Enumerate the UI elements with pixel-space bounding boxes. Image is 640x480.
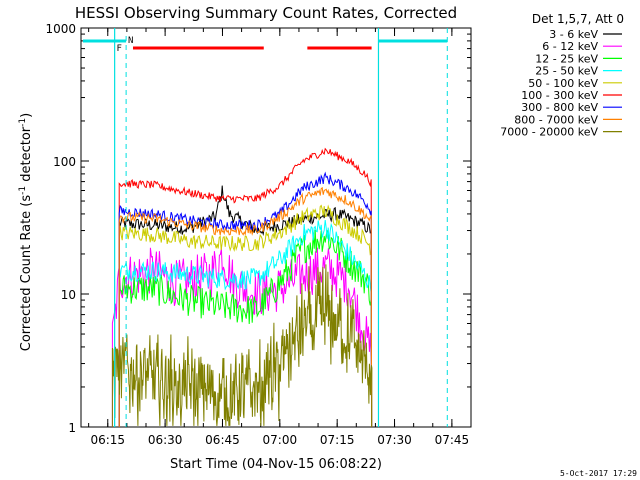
series-line bbox=[118, 220, 373, 428]
plot-frame bbox=[80, 27, 472, 428]
y-tick-label: 1000 bbox=[45, 22, 76, 36]
series-line bbox=[118, 204, 373, 428]
attenuator-flags: FN bbox=[83, 28, 448, 427]
y-tick-label: 10 bbox=[61, 288, 76, 302]
legend-entry-label: 7000 - 20000 keV bbox=[500, 126, 598, 139]
plot-timestamp: 5-Oct-2017 17:29 bbox=[560, 469, 637, 478]
x-tick-label: 06:30 bbox=[148, 433, 183, 447]
legend-title: Det 1,5,7, Att 0 bbox=[532, 12, 624, 26]
x-tick-label: 07:30 bbox=[377, 433, 412, 447]
legend-entry-label: 50 - 100 keV bbox=[528, 77, 598, 90]
x-tick-label: 07:45 bbox=[435, 433, 470, 447]
night-flag-label: N bbox=[128, 36, 133, 46]
axis-ticks: 06:15 06:30 06:45 07:00 07:15 07:30 07:45 1 10 10… bbox=[45, 22, 472, 447]
x-tick-label: 06:15 bbox=[90, 433, 125, 447]
series-line bbox=[118, 147, 373, 428]
legend-entry-label: 3 - 6 keV bbox=[549, 28, 598, 41]
x-axis-label: Start Time (04-Nov-15 06:08:22) bbox=[170, 457, 382, 472]
legend-entry-label: 6 - 12 keV bbox=[542, 40, 598, 53]
legend-entry-label: 800 - 7000 keV bbox=[514, 113, 598, 126]
legend-entry-label: 25 - 50 keV bbox=[535, 65, 598, 78]
legend-entry-label: 12 - 25 keV bbox=[535, 52, 598, 65]
x-tick-label: 07:00 bbox=[263, 433, 298, 447]
chart-title: HESSI Observing Summary Count Rates, Cor… bbox=[75, 4, 457, 22]
y-label-sup1: -1 bbox=[18, 186, 28, 195]
y-tick-label: 100 bbox=[53, 155, 76, 169]
y-axis-label: Corrected Count Rate (s-1 detector-1) bbox=[18, 113, 34, 351]
series-line bbox=[111, 264, 373, 428]
x-tick-label: 07:15 bbox=[320, 433, 355, 447]
svg-text:Corrected Count Rate (s-1 dete: Corrected Count Rate (s-1 detector-1) bbox=[18, 113, 34, 351]
y-label-sup2: -1 bbox=[18, 118, 28, 127]
flare-flag-label: F bbox=[117, 44, 122, 54]
x-tick-label: 06:45 bbox=[205, 433, 240, 447]
y-label-mid: detector bbox=[19, 126, 34, 186]
y-label-main: Corrected Count Rate (s bbox=[19, 195, 34, 352]
legend-entry-label: 300 - 800 keV bbox=[521, 101, 598, 114]
y-tick-label: 1 bbox=[68, 421, 76, 435]
series-lines bbox=[111, 147, 373, 428]
legend-entry-label: 100 - 300 keV bbox=[521, 89, 598, 102]
series-line bbox=[118, 186, 373, 428]
y-label-end: ) bbox=[19, 113, 34, 118]
